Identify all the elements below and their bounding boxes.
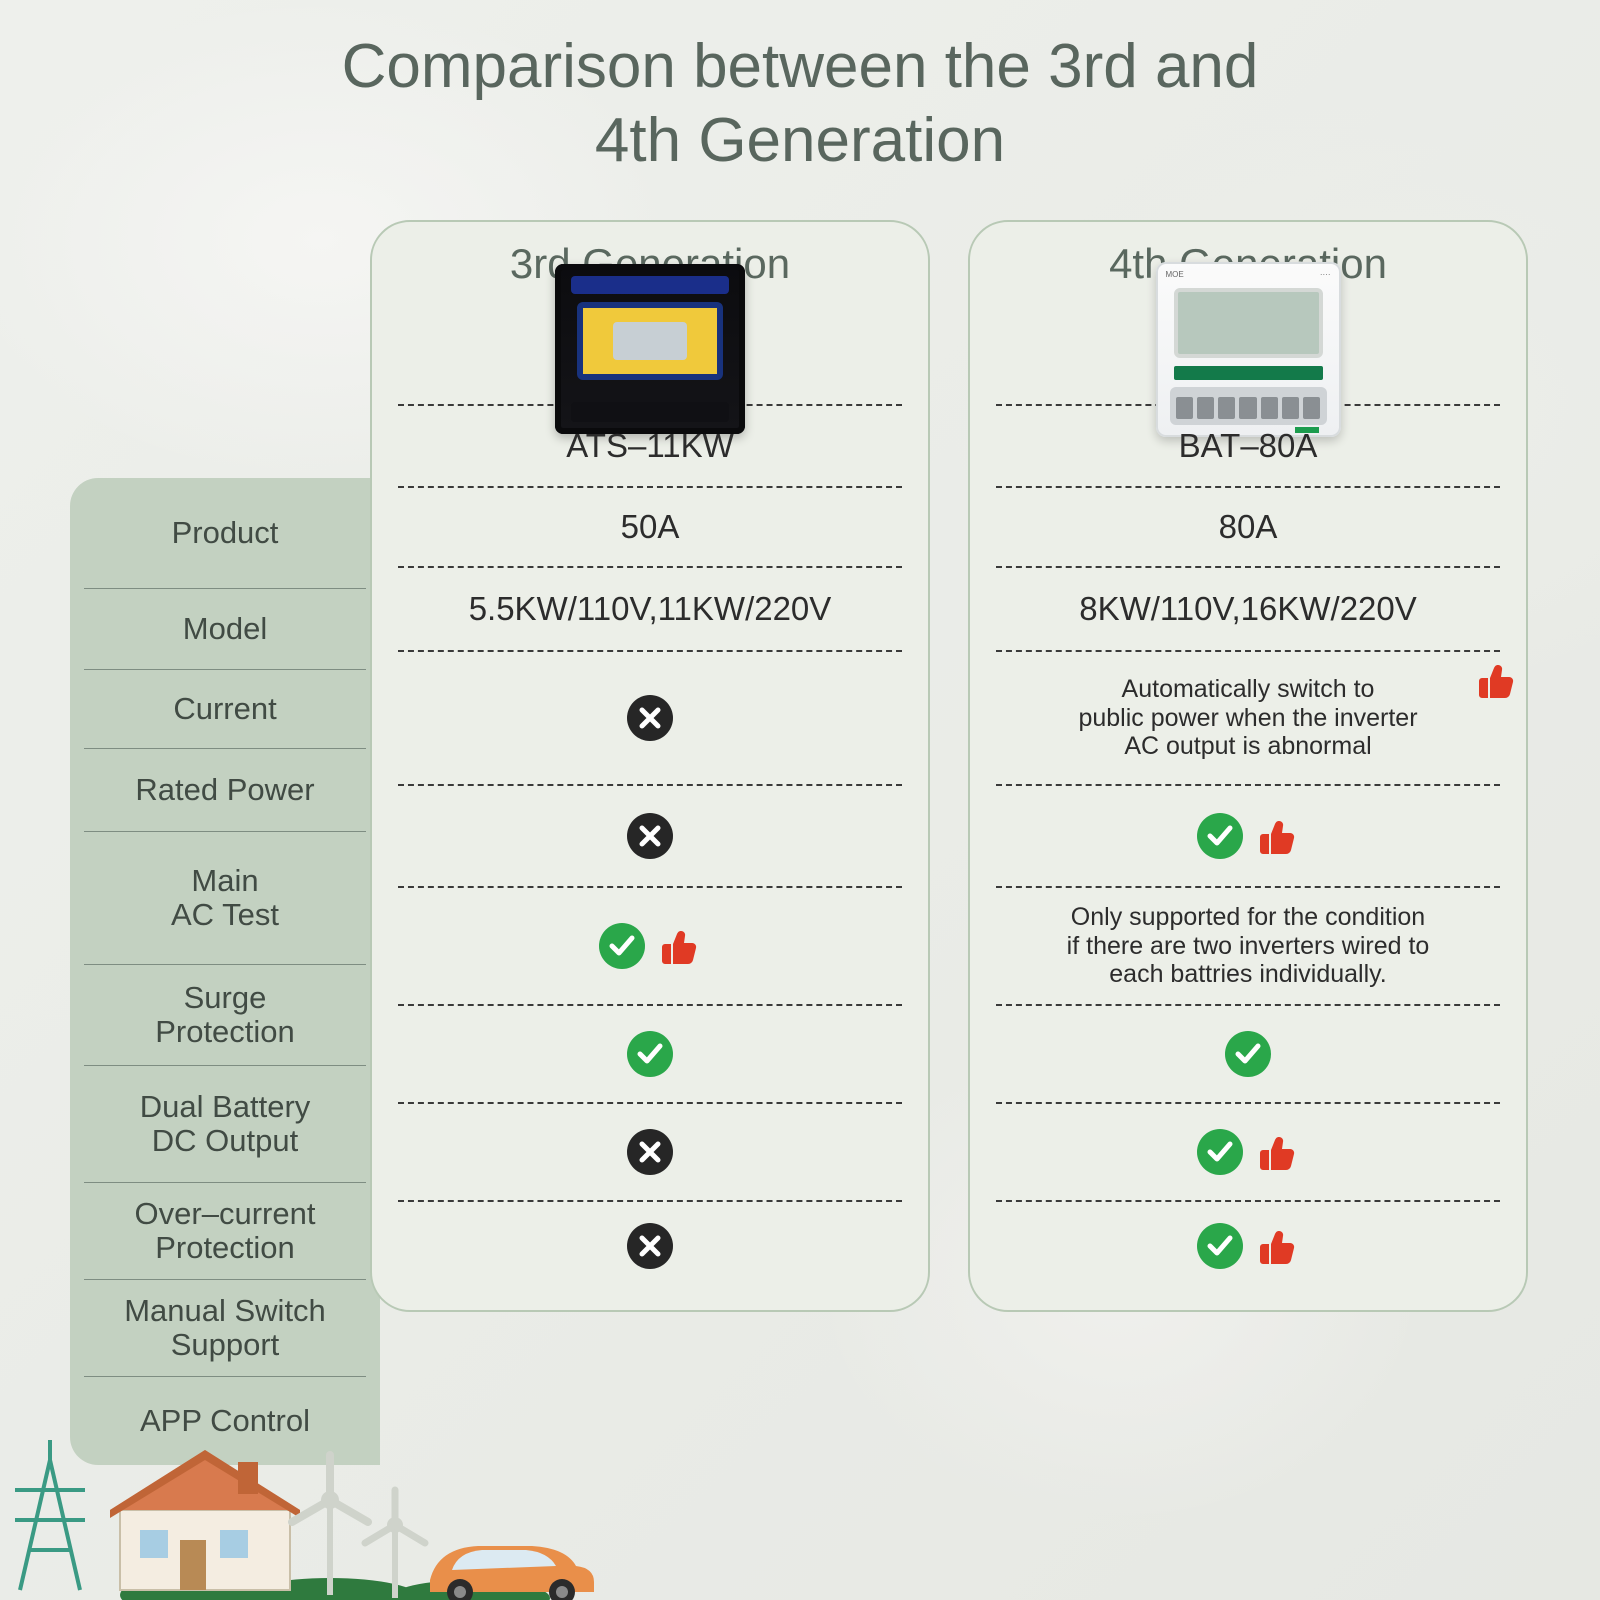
cross-icon <box>627 695 673 741</box>
label-dual-battery: Dual BatteryDC Output <box>70 1066 380 1182</box>
gen4-product: MOE···· <box>970 294 1526 404</box>
thumbs-up-icon <box>1255 814 1299 858</box>
check-icon <box>627 1031 673 1077</box>
gen3-current: 50A <box>372 488 928 566</box>
thumbs-up-icon <box>1255 1224 1299 1268</box>
label-app-control: APP Control <box>70 1377 380 1465</box>
gen4-manual-switch <box>970 1104 1526 1200</box>
title-line-2: 4th Generation <box>595 106 1005 175</box>
cross-icon <box>627 1223 673 1269</box>
gen4-surge-protection <box>970 786 1526 886</box>
check-icon <box>1225 1031 1271 1077</box>
title-line-1: Comparison between the 3rd and <box>342 32 1259 101</box>
label-surge-protection: SurgeProtection <box>70 965 380 1065</box>
check-icon <box>599 923 645 969</box>
label-current: Current <box>70 670 380 748</box>
gen4-rated-power: 8KW/110V,16KW/220V <box>970 568 1526 650</box>
cross-icon <box>627 813 673 859</box>
label-main-ac-test: MainAC Test <box>70 832 380 964</box>
gen4-current: 80A <box>970 488 1526 566</box>
gen4-card: 4th Generation MOE···· BAT–80A 80A 8KW/1… <box>968 220 1528 1312</box>
gen4-dual-battery: Only supported for the condition if ther… <box>970 888 1526 1004</box>
label-over-current: Over–currentProtection <box>70 1183 380 1279</box>
gen4-app-control <box>970 1202 1526 1290</box>
label-column: Product Model Current Rated Power MainAC… <box>70 478 380 1465</box>
check-icon <box>1197 1223 1243 1269</box>
comparison-stage: Product Model Current Rated Power MainAC… <box>70 220 1530 1520</box>
thumbs-up-icon <box>1255 1130 1299 1174</box>
gen3-surge-protection <box>372 786 928 886</box>
cross-icon <box>627 1129 673 1175</box>
gen4-main-ac-test: Automatically switch to public power whe… <box>970 652 1526 784</box>
label-product: Product <box>70 478 380 588</box>
gen4-model: BAT–80A <box>970 406 1526 486</box>
gen3-app-control <box>372 1202 928 1290</box>
label-manual-switch: Manual SwitchSupport <box>70 1280 380 1376</box>
check-icon <box>1197 813 1243 859</box>
gen3-model: ATS–11KW <box>372 406 928 486</box>
gen3-card: 3rd Generation ATS–11KW 50A 5.5KW/110V,1… <box>370 220 930 1312</box>
label-rated-power: Rated Power <box>70 749 380 831</box>
gen3-rated-power: 5.5KW/110V,11KW/220V <box>372 568 928 650</box>
gen3-manual-switch <box>372 1104 928 1200</box>
page-title: Comparison between the 3rd and 4th Gener… <box>0 0 1600 179</box>
check-icon <box>1197 1129 1243 1175</box>
gen3-product <box>372 294 928 404</box>
gen3-over-current <box>372 1006 928 1102</box>
label-model: Model <box>70 589 380 669</box>
gen4-over-current <box>970 1006 1526 1102</box>
thumbs-up-icon <box>1474 658 1518 702</box>
gen3-dual-battery <box>372 888 928 1004</box>
thumbs-up-icon <box>657 924 701 968</box>
gen3-main-ac-test <box>372 652 928 784</box>
